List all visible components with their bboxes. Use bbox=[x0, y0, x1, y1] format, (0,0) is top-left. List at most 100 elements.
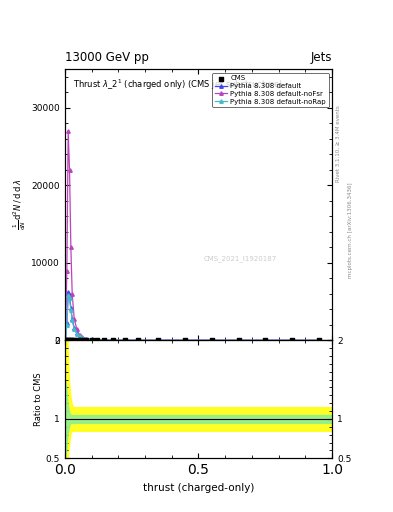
CMS bbox=[262, 336, 268, 345]
Pythia 8.308 default-noRap bbox=[209, 337, 214, 344]
CMS bbox=[316, 336, 322, 345]
Line: Pythia 8.308 default-noFsr: Pythia 8.308 default-noFsr bbox=[64, 130, 320, 342]
Pythia 8.308 default-noFsr bbox=[80, 334, 84, 340]
CMS bbox=[289, 336, 295, 345]
Pythia 8.308 default bbox=[110, 337, 115, 343]
Pythia 8.308 default-noRap bbox=[80, 335, 84, 341]
Pythia 8.308 default bbox=[84, 335, 88, 342]
Pythia 8.308 default-noFsr bbox=[290, 337, 294, 344]
Pythia 8.308 default-noRap bbox=[64, 322, 69, 328]
Legend: CMS, Pythia 8.308 default, Pythia 8.308 default-noFsr, Pythia 8.308 default-noRa: CMS, Pythia 8.308 default, Pythia 8.308 … bbox=[212, 73, 329, 108]
Pythia 8.308 default-noRap bbox=[290, 337, 294, 344]
CMS bbox=[62, 336, 69, 345]
Pythia 8.308 default bbox=[316, 337, 321, 344]
Pythia 8.308 default-noFsr bbox=[70, 291, 75, 297]
CMS bbox=[68, 336, 74, 345]
Y-axis label: $\frac{1}{\mathrm{d}N}\,\mathrm{d}^2N\,/\,\mathrm{d}\,\mathrm{d}\,\lambda$: $\frac{1}{\mathrm{d}N}\,\mathrm{d}^2N\,/… bbox=[12, 179, 28, 230]
Pythia 8.308 default bbox=[77, 333, 82, 339]
Pythia 8.308 default-noFsr bbox=[66, 128, 71, 134]
Pythia 8.308 default-noFsr bbox=[75, 327, 79, 333]
Pythia 8.308 default-noRap bbox=[136, 337, 141, 344]
CMS bbox=[66, 336, 73, 345]
CMS bbox=[65, 336, 72, 345]
Pythia 8.308 default-noRap bbox=[263, 337, 268, 344]
X-axis label: thrust (charged-only): thrust (charged-only) bbox=[143, 483, 254, 493]
Text: Rivet 3.1.10, ≥ 3.4M events: Rivet 3.1.10, ≥ 3.4M events bbox=[336, 105, 341, 182]
CMS bbox=[74, 336, 80, 345]
Y-axis label: Ratio to CMS: Ratio to CMS bbox=[34, 372, 43, 426]
Pythia 8.308 default-noFsr bbox=[84, 336, 88, 342]
Text: 13000 GeV pp: 13000 GeV pp bbox=[65, 51, 149, 64]
CMS bbox=[83, 336, 89, 345]
Pythia 8.308 default-noRap bbox=[156, 337, 161, 344]
CMS bbox=[235, 336, 242, 345]
Text: mcplots.cern.ch [arXiv:1306.3436]: mcplots.cern.ch [arXiv:1306.3436] bbox=[348, 183, 353, 278]
Pythia 8.308 default-noRap bbox=[67, 295, 72, 302]
Pythia 8.308 default-noRap bbox=[183, 337, 187, 344]
Pythia 8.308 default bbox=[63, 336, 68, 342]
Text: Thrust $\lambda\_2^1$ (charged only) (CMS jet substructure): Thrust $\lambda\_2^1$ (charged only) (CM… bbox=[73, 77, 283, 92]
CMS bbox=[155, 336, 162, 345]
Pythia 8.308 default-noFsr bbox=[209, 337, 214, 344]
Pythia 8.308 default-noRap bbox=[123, 337, 127, 344]
Pythia 8.308 default-noFsr bbox=[236, 337, 241, 344]
Pythia 8.308 default-noFsr bbox=[95, 337, 99, 343]
Pythia 8.308 default-noRap bbox=[77, 333, 82, 339]
Pythia 8.308 default-noFsr bbox=[156, 337, 161, 344]
Pythia 8.308 default bbox=[136, 337, 141, 344]
Pythia 8.308 default-noFsr bbox=[89, 336, 94, 343]
Pythia 8.308 default-noFsr bbox=[77, 332, 82, 338]
Pythia 8.308 default bbox=[80, 334, 84, 340]
CMS bbox=[76, 336, 83, 345]
Pythia 8.308 default bbox=[101, 337, 106, 343]
Line: Pythia 8.308 default: Pythia 8.308 default bbox=[64, 290, 320, 342]
CMS bbox=[101, 336, 107, 345]
Text: Jets: Jets bbox=[310, 51, 332, 64]
Pythia 8.308 default-noFsr bbox=[67, 167, 72, 173]
Pythia 8.308 default bbox=[123, 337, 127, 344]
Text: CMS_2021_I1920187: CMS_2021_I1920187 bbox=[204, 255, 277, 262]
CMS bbox=[122, 336, 128, 345]
CMS bbox=[209, 336, 215, 345]
CMS bbox=[135, 336, 141, 345]
Pythia 8.308 default-noFsr bbox=[110, 337, 115, 344]
Pythia 8.308 default-noRap bbox=[72, 326, 77, 332]
Pythia 8.308 default bbox=[236, 337, 241, 344]
CMS bbox=[71, 336, 77, 345]
Pythia 8.308 default-noFsr bbox=[72, 315, 77, 322]
Pythia 8.308 default-noFsr bbox=[63, 336, 68, 342]
Pythia 8.308 default-noRap bbox=[68, 307, 73, 313]
Pythia 8.308 default-noRap bbox=[70, 317, 75, 323]
Pythia 8.308 default-noRap bbox=[110, 337, 115, 343]
Pythia 8.308 default-noRap bbox=[75, 331, 79, 337]
Pythia 8.308 default bbox=[66, 289, 71, 295]
Pythia 8.308 default-noRap bbox=[95, 337, 99, 343]
Pythia 8.308 default bbox=[68, 305, 73, 311]
Pythia 8.308 default-noRap bbox=[89, 336, 94, 343]
Pythia 8.308 default-noRap bbox=[316, 337, 321, 344]
Pythia 8.308 default-noFsr bbox=[101, 337, 106, 343]
Pythia 8.308 default bbox=[183, 337, 187, 344]
Pythia 8.308 default bbox=[70, 315, 75, 322]
Pythia 8.308 default bbox=[89, 336, 94, 343]
Pythia 8.308 default bbox=[263, 337, 268, 344]
CMS bbox=[64, 336, 70, 345]
Pythia 8.308 default bbox=[209, 337, 214, 344]
Pythia 8.308 default-noRap bbox=[63, 336, 68, 342]
Pythia 8.308 default bbox=[75, 330, 79, 336]
CMS bbox=[182, 336, 188, 345]
Pythia 8.308 default-noRap bbox=[101, 337, 106, 343]
CMS bbox=[94, 336, 100, 345]
CMS bbox=[110, 336, 116, 345]
Pythia 8.308 default bbox=[95, 337, 99, 343]
Pythia 8.308 default-noFsr bbox=[123, 337, 127, 344]
Pythia 8.308 default-noRap bbox=[66, 292, 71, 298]
CMS bbox=[79, 336, 85, 345]
Pythia 8.308 default bbox=[67, 292, 72, 298]
Pythia 8.308 default bbox=[64, 320, 69, 326]
Pythia 8.308 default bbox=[72, 325, 77, 331]
Pythia 8.308 default bbox=[290, 337, 294, 344]
Pythia 8.308 default-noRap bbox=[236, 337, 241, 344]
Pythia 8.308 default-noFsr bbox=[183, 337, 187, 344]
CMS bbox=[88, 336, 95, 345]
